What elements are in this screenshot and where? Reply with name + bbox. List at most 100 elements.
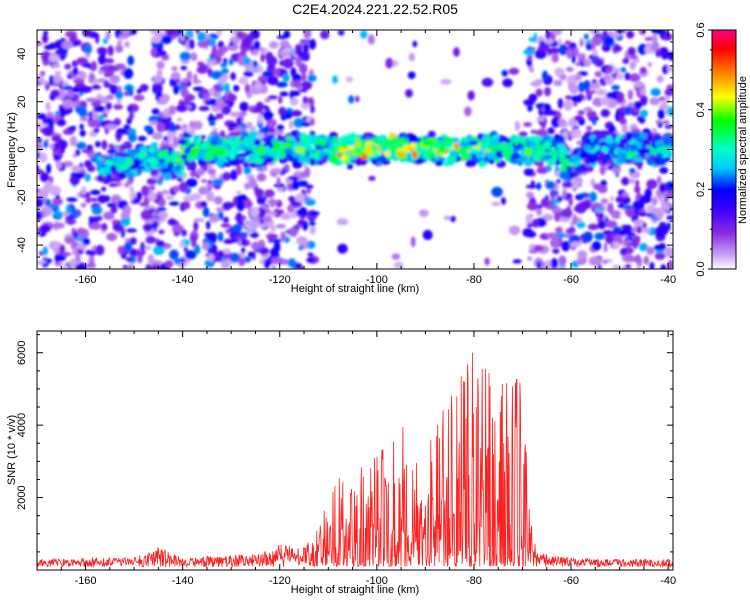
heatmap-cell: [525, 213, 533, 224]
heatmap-cell: [525, 159, 532, 165]
heatmap-cell: [168, 105, 177, 116]
heatmap-cell: [594, 232, 606, 241]
heatmap-cell: [215, 98, 225, 109]
heatmap-cell: [91, 205, 103, 215]
heatmap-cell: [603, 242, 608, 253]
heatmap-cell: [81, 149, 93, 154]
heatmap-cell: [87, 119, 100, 128]
heatmap-cell: [53, 153, 60, 162]
figure-title: C2E4.2024.221.22.52.R05: [292, 1, 458, 17]
heatmap-cell: [266, 55, 278, 67]
heatmap-cell: [143, 223, 153, 232]
heatmap-cell: [528, 140, 535, 148]
heatmap-cell: [611, 67, 621, 73]
heatmap-cell: [156, 69, 163, 77]
heatmap-cell: [282, 142, 293, 149]
heatmap-cell: [427, 152, 436, 158]
x-tick-label: -40: [660, 575, 676, 587]
heatmap-cell: [579, 151, 587, 160]
heatmap-cell: [651, 30, 664, 35]
heatmap-cell: [230, 131, 242, 137]
heatmap-cell: [124, 241, 132, 252]
heatmap-cell: [75, 74, 82, 80]
heatmap-cell: [238, 257, 246, 267]
heatmap-cell: [621, 123, 628, 134]
heatmap-cell: [591, 119, 597, 126]
heatmap-cell: [127, 105, 134, 113]
heatmap-cell: [661, 99, 666, 105]
heatmap-cell: [651, 207, 663, 215]
heatmap-cell: [115, 90, 124, 100]
heatmap-cell: [623, 224, 633, 234]
heatmap-cell: [236, 190, 242, 195]
heatmap-cell: [49, 75, 54, 86]
heatmap-cell: [182, 201, 191, 210]
heatmap-cell: [219, 45, 229, 54]
heatmap-cell: [412, 40, 418, 48]
heatmap-cell: [220, 261, 231, 269]
heatmap-cell: [173, 85, 179, 95]
heatmap-cell: [139, 83, 149, 92]
heatmap-cell: [486, 151, 497, 160]
heatmap-cell: [656, 152, 664, 158]
heatmap-cell: [186, 153, 194, 162]
heatmap-cell: [157, 214, 167, 223]
heatmap-cell: [385, 57, 394, 69]
heatmap-cell: [73, 172, 85, 179]
snr-frame: [36, 330, 674, 571]
heatmap-cell: [193, 73, 198, 84]
heatmap-cell: [197, 159, 204, 165]
heatmap-cell: [127, 178, 133, 184]
heatmap-cell: [527, 256, 533, 261]
heatmap-cell: [73, 78, 85, 84]
heatmap-cell: [97, 70, 106, 75]
heatmap-cell: [168, 157, 175, 163]
heatmap-cell: [259, 46, 265, 53]
heatmap-cell: [461, 154, 472, 160]
heatmap-cell: [40, 259, 47, 265]
heatmap-cell: [633, 219, 645, 224]
heatmap-cell: [48, 54, 60, 63]
heatmap-cell: [562, 189, 567, 199]
heatmap-cell: [551, 52, 559, 63]
heatmap-cell: [328, 155, 339, 164]
heatmap-cell: [667, 259, 673, 269]
heatmap-cell: [267, 95, 278, 100]
heatmap-cell: [542, 134, 552, 143]
heatmap-cell: [242, 56, 251, 66]
heatmap-cell: [595, 88, 607, 96]
heatmap-cell: [269, 150, 279, 158]
heatmap-cell: [114, 63, 126, 70]
heatmap-cell: [215, 158, 224, 167]
heatmap-cell: [40, 172, 50, 183]
heatmap-cell: [172, 136, 179, 147]
heatmap-cell: [229, 111, 240, 118]
heatmap-cell: [128, 112, 134, 121]
heatmap-cell: [108, 182, 119, 188]
heatmap-cell: [222, 201, 235, 209]
heatmap-cell: [662, 32, 673, 41]
heatmap-cell: [52, 197, 63, 206]
heatmap-cell: [629, 54, 638, 60]
heatmap-cell: [598, 151, 606, 159]
heatmap-cell: [103, 82, 113, 88]
heatmap-cell: [101, 186, 107, 192]
heatmap-cell: [180, 65, 188, 71]
heatmap-cell: [565, 228, 576, 234]
heatmap-cell: [211, 47, 217, 58]
heatmap-cell: [451, 137, 460, 144]
heatmap-cell: [143, 125, 153, 132]
heatmap-cell: [304, 167, 311, 178]
heatmap-cell: [243, 70, 254, 77]
heatmap-cell: [626, 30, 635, 39]
heatmap-cell: [96, 46, 107, 55]
heatmap-cell: [320, 30, 330, 40]
heatmap-cell: [659, 46, 669, 58]
heatmap-cell: [50, 89, 61, 98]
heatmap-cell: [39, 70, 46, 77]
heatmap-cell: [81, 185, 87, 196]
heatmap-cell: [540, 197, 550, 208]
heatmap-cell: [110, 165, 117, 173]
heatmap-cell: [622, 58, 630, 64]
